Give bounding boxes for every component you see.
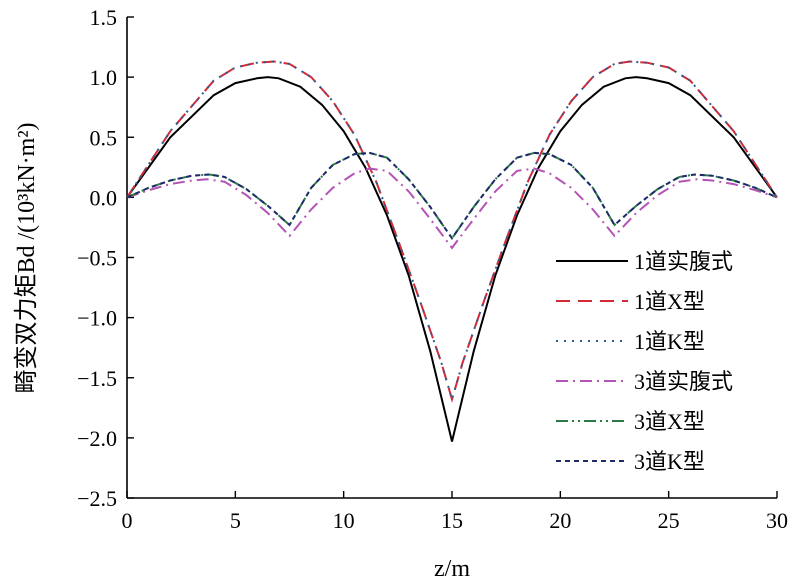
legend-label-3: 1道K型 (634, 329, 705, 354)
legend: 1道实腹式 1道X型 1道K型 3道实腹式 3道X型 3道K型 (556, 249, 733, 474)
y-tick-label: 0.5 (90, 125, 118, 150)
x-tick-label: 5 (230, 508, 241, 533)
series-line-4 (126, 167, 778, 250)
series-line-5 (126, 151, 778, 241)
legend-label-4: 3道实腹式 (634, 369, 733, 394)
x-tick-label: 15 (441, 508, 463, 533)
y-tick-label: −1.0 (77, 306, 117, 331)
y-axis-ticks: −2.5 −2.0 −1.5 −1.0 −0.5 0.0 0.5 1.0 1.5 (77, 5, 134, 511)
y-axis-title: 畸变双力矩Bd /(10³kN·m²) (13, 122, 40, 393)
series-line-6 (126, 151, 778, 241)
x-tick-label: 30 (766, 508, 788, 533)
y-tick-label: 0.0 (90, 185, 118, 210)
y-tick-label: −1.5 (77, 366, 117, 391)
x-tick-label: 20 (549, 508, 571, 533)
y-tick-label: 1.5 (90, 5, 118, 30)
x-tick-label: 25 (658, 508, 680, 533)
x-axis-title: z/m (434, 556, 470, 582)
y-tick-label: 1.0 (90, 65, 118, 90)
series-line-1 (126, 76, 778, 442)
x-tick-label: 0 (122, 508, 133, 533)
series-line-2 (126, 60, 778, 403)
legend-label-5: 3道X型 (634, 409, 705, 434)
y-tick-label: −2.5 (77, 486, 117, 511)
legend-label-1: 1道实腹式 (634, 249, 733, 274)
y-tick-label: −2.0 (77, 426, 117, 451)
legend-label-6: 3道K型 (634, 449, 705, 474)
x-axis-ticks: 0 5 10 15 20 25 30 (122, 491, 788, 533)
legend-label-2: 1道X型 (634, 289, 705, 314)
y-tick-label: −0.5 (77, 246, 117, 271)
x-tick-label: 10 (333, 508, 355, 533)
series-lines (126, 60, 778, 442)
